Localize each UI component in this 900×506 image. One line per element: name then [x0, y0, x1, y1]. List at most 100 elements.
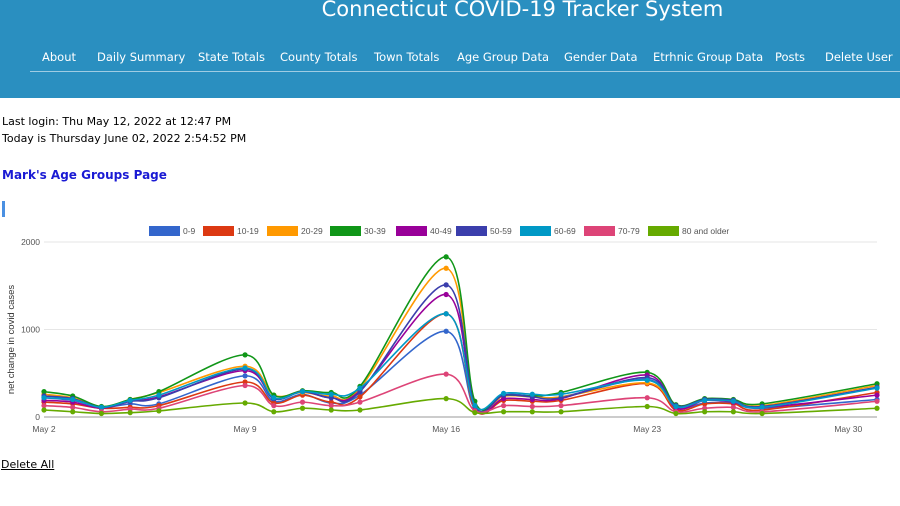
legend-label: 70-79	[618, 226, 640, 236]
data-point	[529, 391, 535, 397]
nav-town-totals[interactable]: Town Totals	[374, 50, 440, 64]
data-point	[357, 394, 363, 400]
data-point	[156, 408, 162, 414]
data-point	[558, 391, 564, 397]
legend-label: 0-9	[183, 226, 196, 236]
data-point	[271, 395, 277, 401]
data-point	[644, 403, 650, 410]
app-title: Connecticut COVID-19 Tracker System	[321, 0, 724, 21]
data-point	[443, 328, 449, 334]
data-point	[443, 371, 449, 377]
data-point	[644, 395, 650, 401]
data-point	[41, 407, 47, 413]
legend-label: 50-59	[490, 226, 512, 236]
data-point	[242, 352, 248, 358]
nav-county-totals[interactable]: County Totals	[280, 50, 358, 64]
y-tick-label: 2000	[21, 237, 40, 247]
data-point	[874, 405, 880, 411]
data-point	[242, 373, 248, 379]
data-point	[357, 407, 363, 413]
data-point	[443, 291, 449, 298]
series-line	[43, 256, 878, 411]
x-tick-label: May 23	[633, 424, 661, 434]
data-point	[41, 389, 47, 395]
nav-state-totals[interactable]: State Totals	[198, 50, 265, 64]
data-point	[98, 410, 105, 417]
data-point	[443, 265, 449, 271]
data-point	[242, 400, 248, 406]
data-point	[70, 396, 76, 403]
data-point	[730, 398, 736, 404]
delete-all-link[interactable]: Delete All	[1, 458, 55, 471]
nav-daily-summary[interactable]: Daily Summary	[97, 50, 186, 64]
data-point	[41, 403, 47, 409]
data-point	[357, 399, 363, 405]
legend-swatch	[584, 226, 615, 236]
x-tick-label: May 9	[233, 424, 256, 434]
y-axis-label: net change in covid cases	[6, 285, 17, 395]
data-point	[328, 407, 334, 413]
data-point	[500, 403, 507, 409]
data-point	[874, 385, 880, 391]
nav-gender-data[interactable]: Gender Data	[564, 50, 638, 64]
main-nav: About Daily Summary State Totals County …	[30, 43, 900, 72]
data-point	[443, 282, 449, 288]
data-point	[702, 409, 708, 415]
x-tick-label: May 16	[432, 424, 460, 434]
nav-age-group-data[interactable]: Age Group Data	[457, 50, 550, 64]
data-point	[127, 397, 133, 403]
data-point	[242, 365, 248, 371]
data-point	[443, 311, 449, 317]
data-point	[673, 403, 679, 410]
y-tick-label: 0	[35, 412, 40, 422]
legend-swatch	[396, 226, 427, 236]
data-point	[299, 405, 306, 411]
legend-swatch	[330, 226, 361, 236]
data-point	[558, 409, 564, 415]
data-point	[357, 385, 363, 391]
series-line	[43, 312, 878, 415]
y-tick-label: 1000	[21, 325, 40, 335]
legend-label: 60-69	[554, 226, 576, 236]
legend-label: 20-29	[301, 226, 323, 236]
data-point	[558, 403, 564, 409]
legend-label: 40-49	[430, 226, 452, 236]
data-point	[644, 377, 650, 383]
legend-label: 80 and older	[682, 226, 729, 236]
legend-swatch	[267, 226, 298, 236]
data-point	[529, 403, 535, 410]
nav-posts[interactable]: Posts	[775, 50, 806, 64]
data-point	[271, 409, 277, 415]
page-title: Mark's Age Groups Page	[2, 168, 167, 182]
nav-ethnic-group-data[interactable]: Etrhnic Group Data	[653, 50, 764, 64]
x-tick-label: May 2	[32, 424, 55, 434]
app-header: Connecticut COVID-19 Tracker System Abou…	[0, 0, 900, 98]
data-point	[127, 410, 133, 416]
data-point	[702, 397, 708, 403]
data-point	[874, 392, 880, 398]
nav-about[interactable]: About	[42, 50, 77, 64]
data-point	[98, 404, 105, 410]
last-login-text: Last login: Thu May 12, 2022 at 12:47 PM	[2, 115, 232, 128]
data-point	[529, 409, 535, 415]
data-point	[271, 403, 277, 409]
legend-swatch	[149, 226, 180, 236]
data-point	[443, 396, 449, 402]
legend-swatch	[520, 226, 551, 236]
data-point	[443, 254, 449, 260]
data-point	[70, 409, 76, 415]
data-point	[472, 403, 478, 409]
data-point	[70, 404, 76, 410]
x-tick-label: May 30	[834, 424, 862, 434]
legend-swatch	[648, 226, 679, 236]
data-point	[328, 391, 334, 397]
data-point	[242, 382, 248, 389]
line-chart: 0 1000 2000 May 2 May 9 May 16 May 23 May 30 net…	[6, 226, 880, 434]
data-point	[730, 409, 736, 415]
legend-swatch	[203, 226, 234, 236]
data-point	[500, 409, 507, 415]
data-point	[874, 398, 880, 404]
data-point	[759, 404, 765, 410]
data-point	[299, 399, 306, 405]
nav-delete-user[interactable]: Delete User	[825, 50, 893, 64]
